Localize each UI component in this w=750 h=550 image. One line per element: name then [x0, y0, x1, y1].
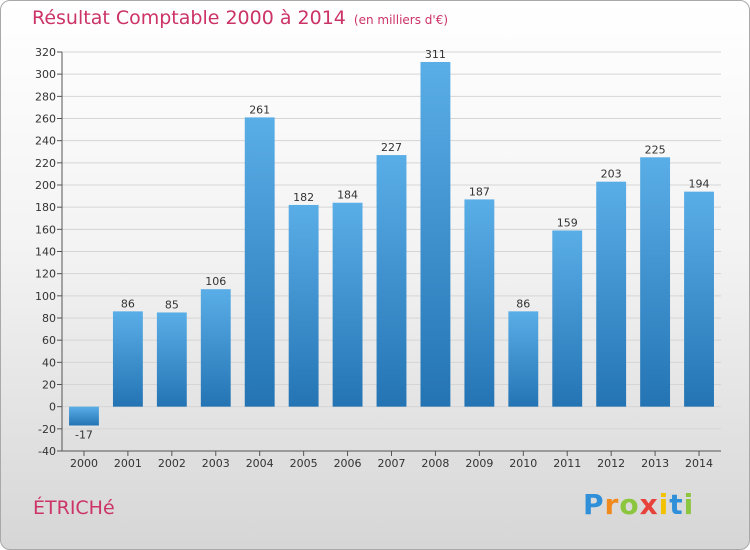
- data-label: 311: [425, 48, 446, 61]
- data-label: 194: [689, 178, 710, 191]
- logo-letter: o: [619, 488, 640, 521]
- x-tick-label: 2014: [685, 457, 713, 470]
- bar: [640, 157, 671, 407]
- bar: [464, 199, 495, 407]
- x-tick-label: 2010: [509, 457, 537, 470]
- logo-letter: r: [604, 488, 620, 521]
- chart-subtitle: (en milliers d'€): [353, 13, 449, 27]
- bar: [684, 191, 714, 407]
- data-label: 227: [381, 141, 402, 154]
- y-tick-label: 180: [35, 201, 56, 214]
- y-tick-label: 120: [35, 268, 56, 281]
- x-tick-label: 2012: [597, 457, 625, 470]
- commune-name: ÉTRICHé: [33, 497, 115, 519]
- chart-title: Résultat Comptable 2000 à 2014 (en millie…: [32, 7, 448, 29]
- y-axis-ticks: -40 -20 0 20 40 60 80 100 120 140 160 180 200 220 240 2…: [35, 46, 721, 458]
- y-tick-label: 160: [35, 223, 56, 236]
- data-label: 106: [205, 275, 226, 288]
- x-tick-label: 2002: [158, 457, 186, 470]
- y-tick-label: 320: [35, 46, 56, 59]
- bar: [288, 204, 319, 407]
- bars: [69, 61, 714, 426]
- data-label: 86: [121, 297, 135, 310]
- y-tick-label: 200: [35, 179, 56, 192]
- y-tick-label: 220: [35, 157, 56, 170]
- y-tick-label: 260: [35, 113, 56, 126]
- bar: [552, 230, 583, 407]
- y-tick-label: 140: [35, 246, 56, 259]
- y-tick-label: -20: [38, 423, 56, 436]
- data-label: 85: [165, 298, 179, 311]
- chart-title-text: Résultat Comptable 2000 à 2014: [32, 7, 346, 29]
- y-tick-label: 100: [35, 290, 56, 303]
- bar: [69, 406, 99, 426]
- x-tick-label: 2005: [290, 457, 318, 470]
- data-label: 203: [601, 168, 622, 181]
- x-tick-label: 2007: [378, 457, 406, 470]
- data-label: 187: [469, 185, 490, 198]
- bar: [376, 155, 407, 407]
- bar: [244, 117, 275, 407]
- logo-letter: x: [639, 488, 659, 521]
- x-tick-label: 2004: [246, 457, 274, 470]
- bar: [508, 311, 539, 407]
- x-tick-label: 2011: [553, 457, 581, 470]
- logo-letter: P: [583, 488, 605, 521]
- x-tick-label: 2008: [421, 457, 449, 470]
- x-axis-ticks: 2000 2001 2002 2003 2004 2005 2006 2007 2008 2009…: [70, 451, 713, 470]
- logo-letter: t: [669, 488, 684, 521]
- bar: [420, 61, 451, 407]
- x-tick-label: 2009: [465, 457, 493, 470]
- y-tick-label: 60: [42, 334, 56, 347]
- y-tick-label: 240: [35, 135, 56, 148]
- y-tick-label: 0: [49, 401, 56, 414]
- data-labels: -17 86 85 106 261 182 184 227 311 187 86 159 203 225 1…: [75, 48, 710, 442]
- logo-letter: i: [683, 488, 695, 521]
- x-tick-label: 2001: [114, 457, 142, 470]
- data-label: 182: [293, 191, 314, 204]
- y-tick-label: 80: [42, 312, 56, 325]
- x-tick-label: 2000: [70, 457, 98, 470]
- y-tick-label: -40: [38, 445, 56, 458]
- y-tick-label: 40: [42, 356, 56, 369]
- bar: [596, 181, 627, 407]
- bar: [332, 202, 363, 407]
- x-tick-label: 2013: [641, 457, 669, 470]
- x-tick-label: 2003: [202, 457, 230, 470]
- x-tick-label: 2006: [334, 457, 362, 470]
- proxiti-logo: Proxiti: [583, 488, 694, 521]
- bar: [200, 289, 231, 407]
- data-label: 184: [337, 189, 358, 202]
- data-label: 225: [645, 143, 666, 156]
- data-label: -17: [75, 429, 93, 442]
- y-tick-label: 20: [42, 379, 56, 392]
- y-tick-label: 280: [35, 90, 56, 103]
- bar: [112, 311, 143, 407]
- data-label: 261: [249, 103, 270, 116]
- bar: [156, 312, 187, 407]
- y-tick-label: 300: [35, 68, 56, 81]
- logo-letter: i: [658, 488, 670, 521]
- data-label: 86: [516, 297, 530, 310]
- data-label: 159: [557, 216, 578, 229]
